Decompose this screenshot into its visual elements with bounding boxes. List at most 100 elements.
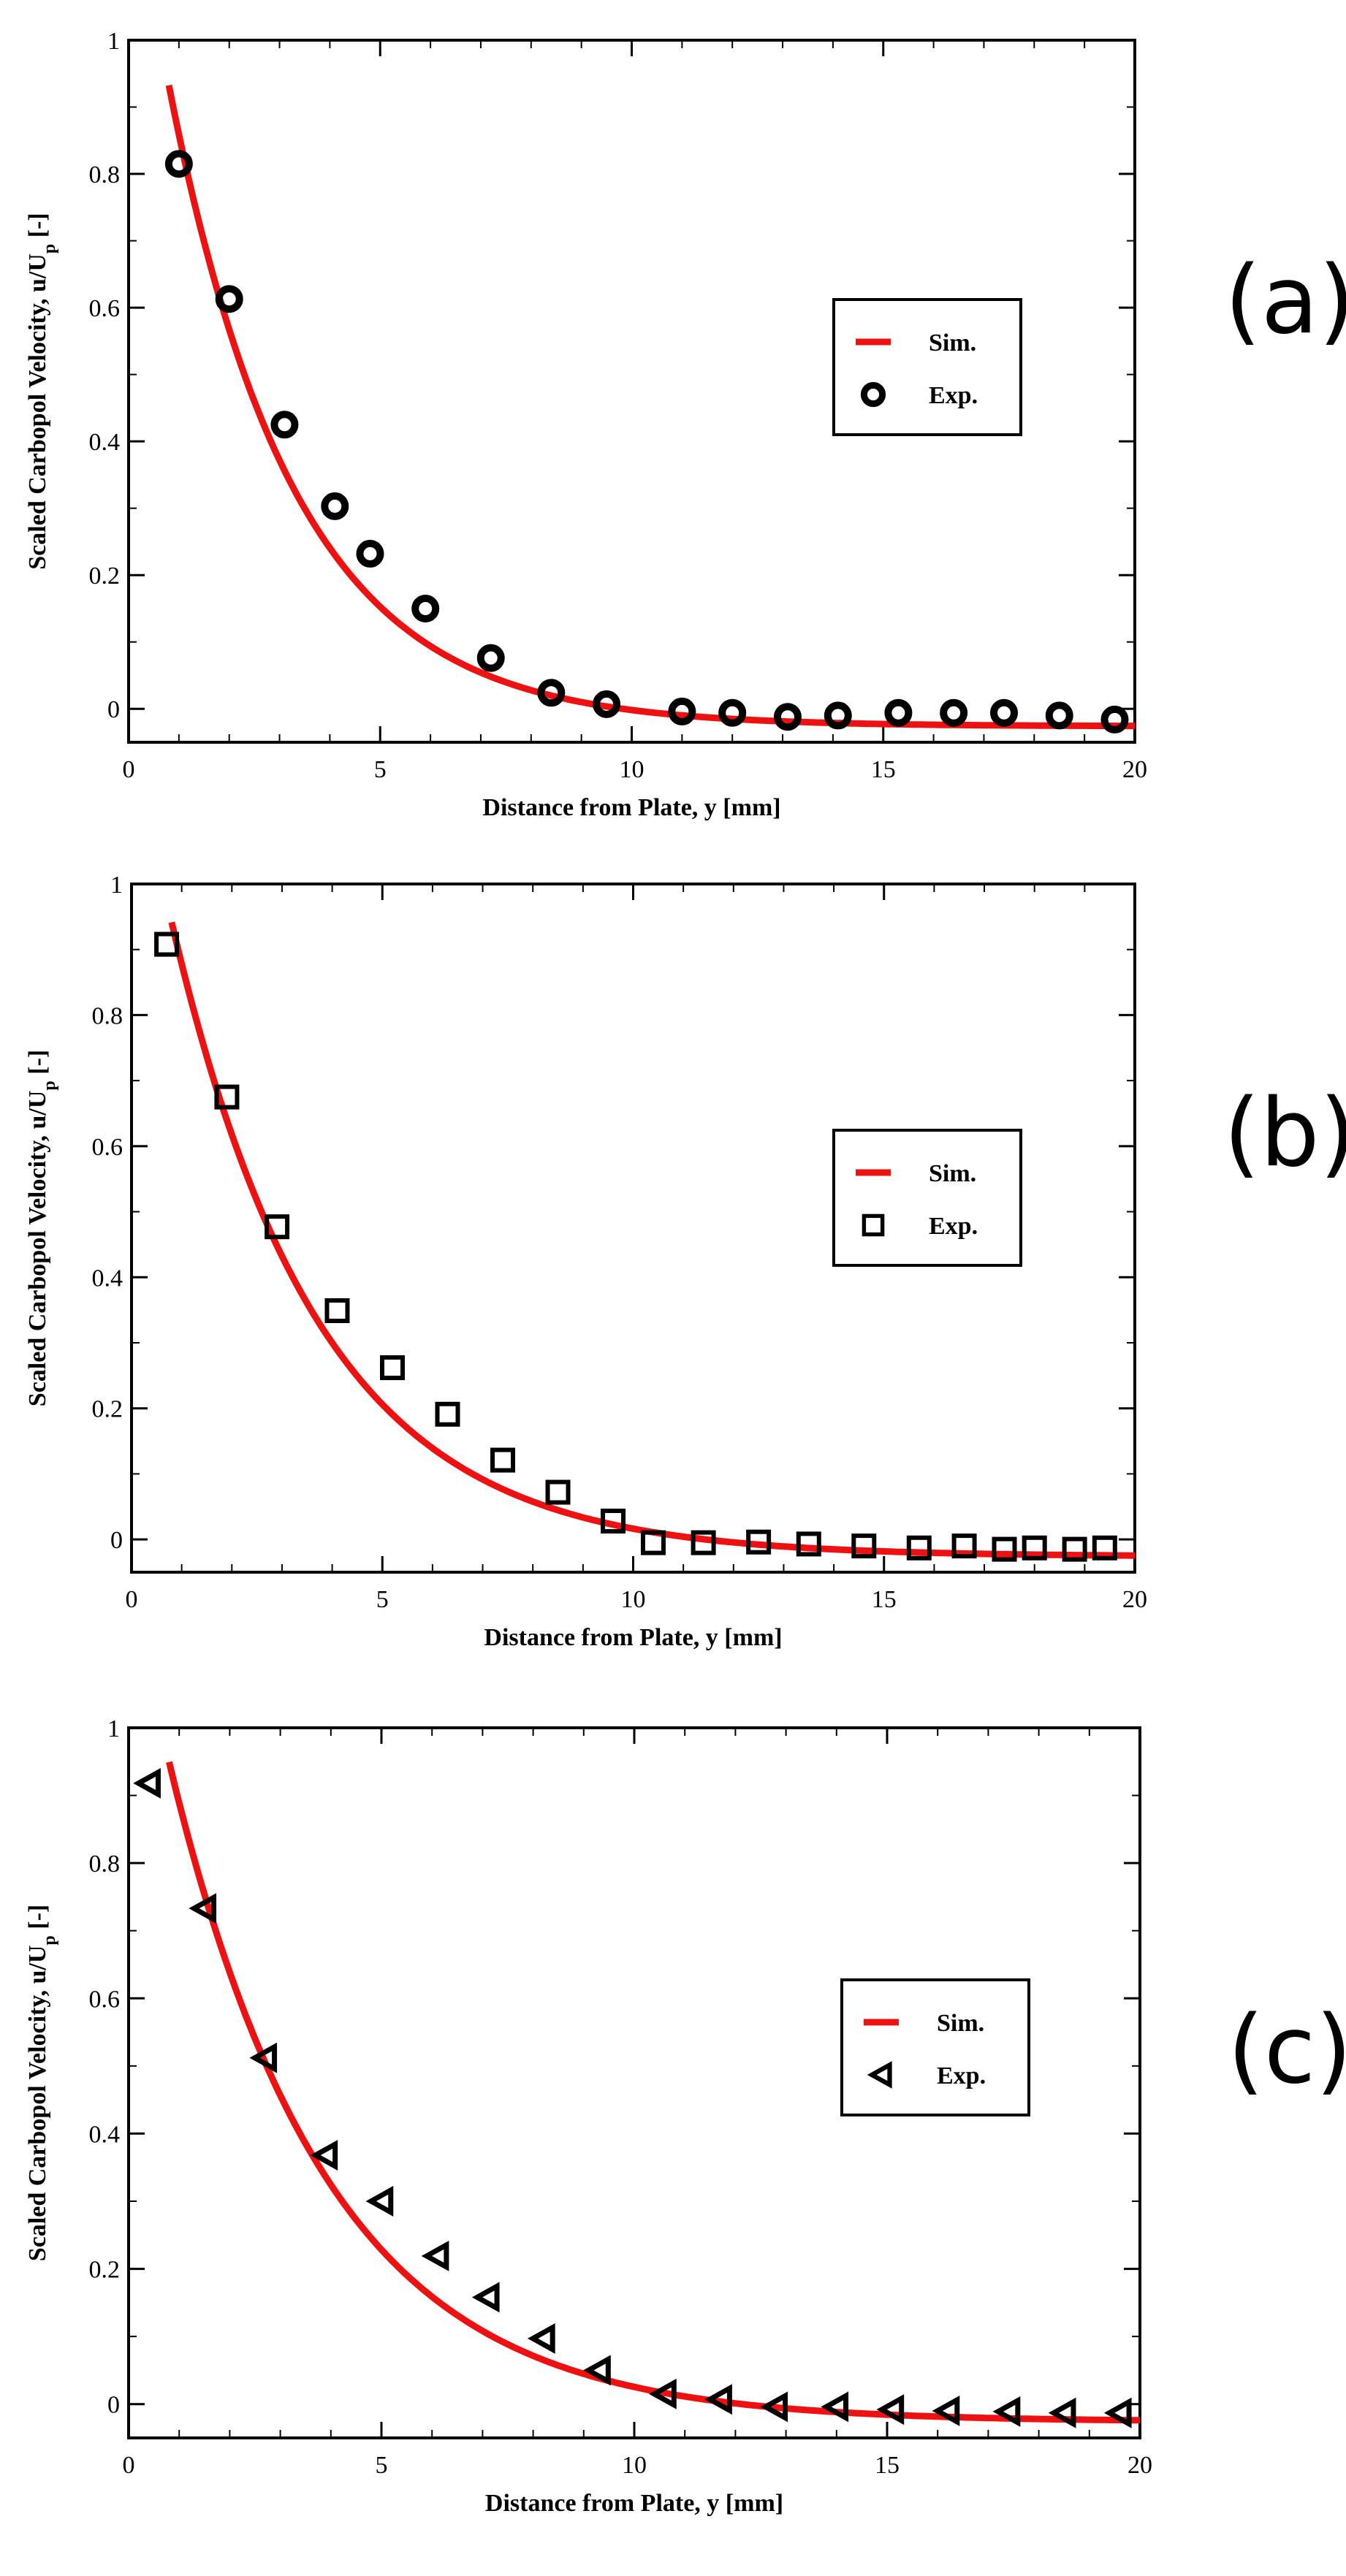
legend-exp-swatch	[867, 2061, 892, 2089]
y-tick-label: 0.8	[92, 1002, 123, 1029]
experiment-point	[884, 698, 913, 727]
y-tick-label: 0	[107, 2392, 120, 2419]
experiment-point	[821, 2391, 849, 2423]
experiment-point	[310, 2140, 338, 2171]
y-tick-label: 0	[107, 696, 120, 723]
experiment-point	[411, 594, 440, 622]
legend-box	[832, 298, 1022, 436]
y-axis-title-main: Scaled Carbopol Velocity, u/U	[24, 254, 51, 570]
experiment-point	[704, 2384, 732, 2415]
experiment-point	[992, 1536, 1017, 1562]
experiment-point	[537, 679, 566, 707]
legend-sim-label: Sim.	[929, 1160, 976, 1187]
x-axis-title: Distance from Plate, y [mm]	[484, 1624, 782, 1651]
y-axis-title: Scaled Carbopol Velocity, u/Up [-]	[24, 213, 59, 569]
x-tick-label: 10	[621, 1586, 646, 1613]
experiment-point	[214, 1084, 240, 1110]
experiment-point	[435, 1401, 460, 1427]
y-tick-label: 0.2	[92, 1396, 123, 1423]
x-axis-title: Distance from Plate, y [mm]	[482, 794, 780, 821]
y-tick-label: 0.6	[89, 295, 121, 322]
experiment-point	[851, 1533, 877, 1559]
experiment-point	[718, 698, 747, 727]
experiment-point	[906, 1535, 932, 1561]
experiment-point	[270, 411, 299, 439]
y-axis-title-subscript: p	[40, 1081, 59, 1090]
x-tick-label: 5	[374, 756, 387, 783]
x-tick-label: 0	[126, 1586, 138, 1613]
y-axis-title-tail: [-]	[24, 1050, 51, 1081]
y-axis-title-main: Scaled Carbopol Velocity, u/U	[24, 1946, 51, 2262]
y-tick-label: 1	[107, 28, 120, 55]
legend-exp-swatch	[860, 381, 886, 408]
x-tick-label: 15	[875, 2452, 900, 2479]
y-tick-label: 0.6	[89, 1986, 121, 2013]
legend-exp-label: Exp.	[929, 382, 978, 409]
experiment-point	[154, 931, 180, 957]
x-tick-label: 20	[1128, 2452, 1152, 2479]
experiment-point	[324, 1298, 350, 1324]
experiment-point	[640, 1530, 666, 1555]
experiment-point	[471, 2282, 500, 2313]
experiment-point	[1103, 2397, 1132, 2428]
y-tick-label: 0.2	[89, 563, 121, 590]
legend: Sim. Exp.	[832, 298, 1022, 436]
chart-panel-b: 0 5 10 15 20 0 0.2 0.4 0.6 0.8 1 Distance from Plat…	[24, 872, 1346, 1651]
x-tick-label: 20	[1122, 1586, 1147, 1613]
experiment-point	[490, 1447, 516, 1473]
experiment-point	[1062, 1536, 1087, 1562]
experiment-point	[746, 1529, 772, 1555]
experiment-point	[421, 2241, 449, 2271]
legend-exp-swatch	[862, 1213, 885, 1237]
y-tick-label: 1	[110, 872, 123, 899]
x-tick-label: 5	[376, 2452, 388, 2479]
experiment-point	[189, 1893, 217, 1924]
x-tick-label: 10	[622, 2452, 647, 2479]
experiment-point	[265, 1214, 290, 1240]
experiment-point	[365, 2186, 394, 2217]
y-axis-title-subscript: p	[40, 244, 59, 254]
experiment-point	[321, 492, 349, 520]
experiment-point	[356, 539, 384, 568]
experiment-point	[824, 701, 852, 730]
y-tick-label: 0.6	[92, 1134, 123, 1161]
legend-exp-label: Exp.	[929, 1213, 978, 1240]
experiment-point	[668, 697, 696, 725]
experiment-point	[133, 1767, 161, 1799]
experiment-point	[601, 1509, 626, 1534]
experiment-point	[215, 285, 243, 313]
y-axis-title-subscript: p	[40, 1935, 59, 1945]
experiment-point	[1092, 1535, 1117, 1561]
experiment-point	[940, 698, 968, 727]
experiment-series	[133, 1767, 1132, 2428]
experiment-series	[154, 931, 1117, 1562]
experiment-point	[989, 698, 1018, 727]
chart-panel-c: 0 5 10 15 20 0 0.2 0.4 0.6 0.8 1 Distance from Plat…	[24, 1715, 1346, 2517]
x-tick-label: 20	[1122, 756, 1147, 783]
y-tick-label: 1	[107, 1715, 120, 1742]
experiment-series	[164, 150, 1129, 733]
legend: Sim. Exp.	[840, 1978, 1030, 2116]
x-tick-label: 5	[376, 1586, 389, 1613]
panel-label: (c)	[1228, 1996, 1346, 2105]
experiment-point	[249, 2042, 278, 2073]
y-tick-label: 0.4	[92, 1265, 123, 1292]
y-tick-label: 0.4	[89, 429, 121, 456]
experiment-point	[773, 703, 802, 731]
experiment-point	[760, 2391, 788, 2423]
simulation-curve	[165, 84, 1135, 730]
y-axis-title: Scaled Carbopol Velocity, u/Up [-]	[24, 1905, 59, 2261]
experiment-point	[379, 1355, 405, 1381]
experiment-point	[476, 644, 505, 672]
experiment-point	[583, 2355, 611, 2386]
x-tick-label: 0	[123, 756, 135, 783]
legend-exp-label: Exp.	[937, 2062, 986, 2089]
experiment-point	[796, 1531, 821, 1557]
legend-box	[840, 1978, 1030, 2116]
panel-label: (a)	[1225, 246, 1346, 355]
experiment-point	[951, 1533, 977, 1559]
x-tick-label: 10	[620, 756, 645, 783]
x-tick-label: 15	[872, 1586, 897, 1613]
y-axis-title: Scaled Carbopol Velocity, u/Up [-]	[24, 1050, 59, 1406]
